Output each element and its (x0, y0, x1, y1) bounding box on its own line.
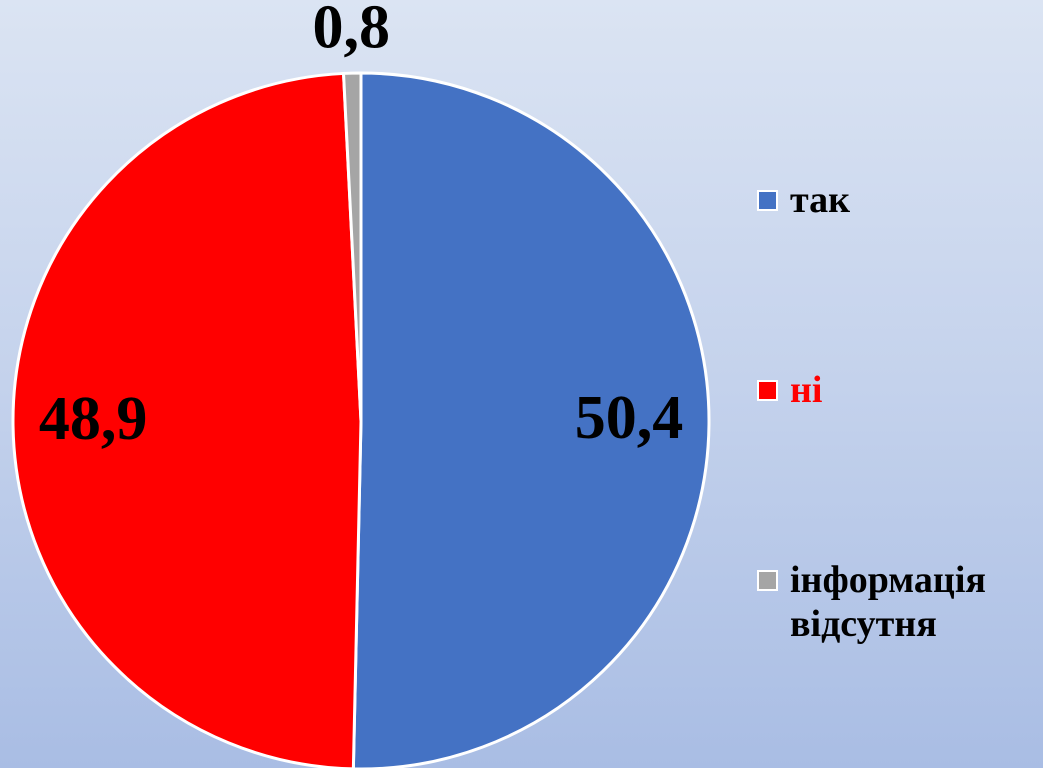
legend-item: ні (757, 368, 1040, 412)
legend-label: так (790, 179, 851, 221)
data-label: 0,8 (313, 0, 391, 61)
legend-item: інформація відсутня (757, 558, 1040, 646)
pie-slice (11, 71, 363, 768)
data-label: 50,4 (575, 384, 684, 452)
pie-slice (351, 71, 711, 768)
legend-label: інформація відсутня (790, 559, 986, 645)
pie-slice (341, 71, 363, 422)
legend-swatch (757, 190, 778, 211)
legend-item: так (757, 178, 1040, 222)
data-label: 48,9 (39, 385, 148, 453)
chart: 50,4 48,9 0,8 (11, 0, 711, 768)
legend-swatch (757, 570, 778, 591)
legend-label: ні (790, 369, 823, 411)
legend-swatch (757, 380, 778, 401)
